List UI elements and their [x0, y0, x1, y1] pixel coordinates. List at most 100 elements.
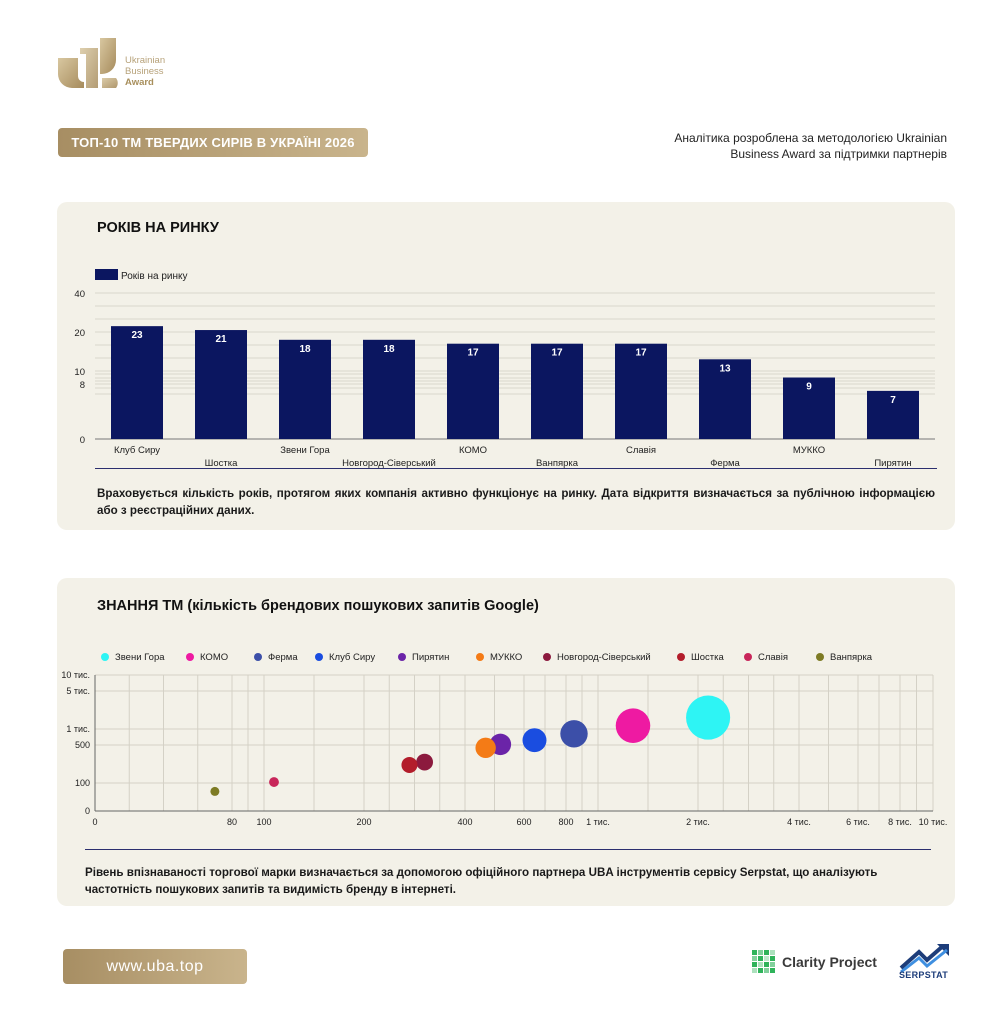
- legend-marker: [101, 653, 109, 661]
- x-tick-label: Ферма: [710, 458, 740, 469]
- clarity-project-logo: Clarity Project: [752, 948, 877, 976]
- logo-text: Ukrainian Business Award: [125, 55, 166, 88]
- page-title: ТОП-10 ТМ ТВЕРДИХ СИРІВ В УКРАЇНІ 2026: [58, 128, 368, 157]
- years-panel: РОКІВ НА РИНКУ 40 20 10 8 0 Років на ринку 23 К…: [57, 202, 955, 530]
- y-tick-label: 0: [80, 435, 85, 446]
- bar: [867, 390, 919, 439]
- awareness-bubble-chart: 0 80 100 200 400 600 800 1 тис. 2 тис. 4 тис. 6 ти…: [61, 652, 948, 827]
- x-tick-label: 200: [356, 817, 371, 827]
- y-tick-label: 10: [74, 367, 85, 378]
- x-tick-label: Шостка: [205, 458, 238, 469]
- bar-value-label: 17: [635, 348, 647, 359]
- bar-value-label: 17: [551, 348, 563, 359]
- y-tick-label: 500: [75, 740, 90, 750]
- bar: [279, 339, 331, 439]
- bar: [615, 343, 667, 439]
- awareness-panel: ЗНАННЯ ТМ (кількість брендових пошукових…: [57, 578, 955, 906]
- x-tick-label: 6 тис.: [846, 817, 870, 827]
- x-tick-label: Славія: [626, 445, 656, 456]
- bar-value-label: 17: [467, 348, 479, 359]
- x-tick-label: 2 тис.: [686, 817, 710, 827]
- uba-logo: [58, 38, 118, 88]
- y-tick-label: 100: [75, 778, 90, 788]
- bar: [531, 343, 583, 439]
- years-bar-chart: 40 20 10 8 0 Років на ринку 23 Клуб Сиру 21 Шостк…: [74, 269, 935, 469]
- y-tick-label: 10 тис.: [61, 670, 90, 680]
- serpstat-name: SERPSTAT: [899, 970, 949, 980]
- bubble: [522, 728, 547, 753]
- y-tick-label: 20: [74, 328, 85, 339]
- bar: [783, 377, 835, 439]
- y-tick-label: 8: [80, 380, 85, 391]
- x-tick-label: 0: [92, 817, 97, 827]
- legend-swatch: [95, 269, 118, 280]
- y-tick-label: 0: [85, 806, 90, 816]
- bubble: [401, 756, 418, 773]
- methodology-note: Аналітика розроблена за методологією Ukr…: [674, 131, 947, 161]
- legend-marker: [816, 653, 824, 661]
- bar: [195, 330, 247, 439]
- x-tick-label: 10 тис.: [919, 817, 948, 827]
- bubble: [686, 695, 731, 740]
- bar-value-label: 21: [215, 334, 227, 345]
- bar-value-label: 23: [131, 330, 143, 341]
- legend-label: Пирятин: [412, 652, 449, 663]
- x-tick-label: Клуб Сиру: [114, 445, 160, 456]
- x-tick-label: КОМО: [459, 445, 487, 456]
- x-tick-label: 4 тис.: [787, 817, 811, 827]
- serpstat-logo-icon: [899, 944, 949, 974]
- legend-marker: [315, 653, 323, 661]
- bar-value-label: 9: [806, 382, 812, 393]
- bar: [363, 339, 415, 439]
- bar-value-label: 18: [383, 344, 395, 355]
- bubble: [560, 720, 588, 748]
- years-description: Враховується кількість років, протягом я…: [97, 487, 935, 517]
- legend-label: Звени Гора: [115, 652, 165, 663]
- x-tick-label: 100: [256, 817, 271, 827]
- x-tick-label: 600: [516, 817, 531, 827]
- legend-marker: [744, 653, 752, 661]
- clarity-grid-icon: [752, 950, 775, 973]
- site-link[interactable]: www.uba.top: [63, 949, 247, 984]
- y-tick-label: 5 тис.: [66, 686, 90, 696]
- legend-label: КОМО: [200, 652, 228, 663]
- y-tick-label: 1 тис.: [66, 724, 90, 734]
- legend-label: Новгород-Сіверський: [557, 652, 651, 663]
- bubble: [416, 753, 434, 771]
- x-tick-label: МУККО: [793, 445, 825, 456]
- bubble: [210, 786, 220, 796]
- legend-label: МУККО: [490, 652, 522, 663]
- legend-label: Шостка: [691, 652, 724, 663]
- bubble: [269, 777, 279, 787]
- legend-marker: [476, 653, 484, 661]
- x-tick-label: Ванпярка: [536, 458, 579, 469]
- bar-value-label: 7: [890, 395, 896, 406]
- legend-marker: [543, 653, 551, 661]
- legend-marker: [254, 653, 262, 661]
- x-tick-label: Звени Гора: [280, 445, 330, 456]
- bar-value-label: 13: [719, 363, 731, 374]
- x-tick-label: Пирятин: [874, 458, 911, 469]
- bar: [699, 359, 751, 439]
- legend-label: Ферма: [268, 652, 298, 663]
- legend-label: Славія: [758, 652, 788, 663]
- x-tick-label: 800: [558, 817, 573, 827]
- legend-label: Клуб Сиру: [329, 652, 375, 663]
- legend-marker: [186, 653, 194, 661]
- x-tick-label: 1 тис.: [586, 817, 610, 827]
- legend-marker: [398, 653, 406, 661]
- awareness-chart-title: ЗНАННЯ ТМ (кількість брендових пошукових…: [97, 598, 539, 614]
- years-chart-title: РОКІВ НА РИНКУ: [97, 220, 219, 236]
- bar: [447, 343, 499, 439]
- legend-label: Ванпярка: [830, 652, 873, 663]
- legend-label: Років на ринку: [121, 271, 188, 282]
- divider: [85, 849, 931, 850]
- bar: [111, 326, 163, 439]
- x-tick-label: 80: [227, 817, 237, 827]
- bubble: [615, 708, 651, 743]
- bubble: [475, 737, 496, 759]
- clarity-project-name: Clarity Project: [782, 954, 877, 970]
- x-tick-label: 400: [457, 817, 472, 827]
- x-tick-label: Новгород-Сіверський: [342, 458, 436, 469]
- bar-value-label: 18: [299, 344, 311, 355]
